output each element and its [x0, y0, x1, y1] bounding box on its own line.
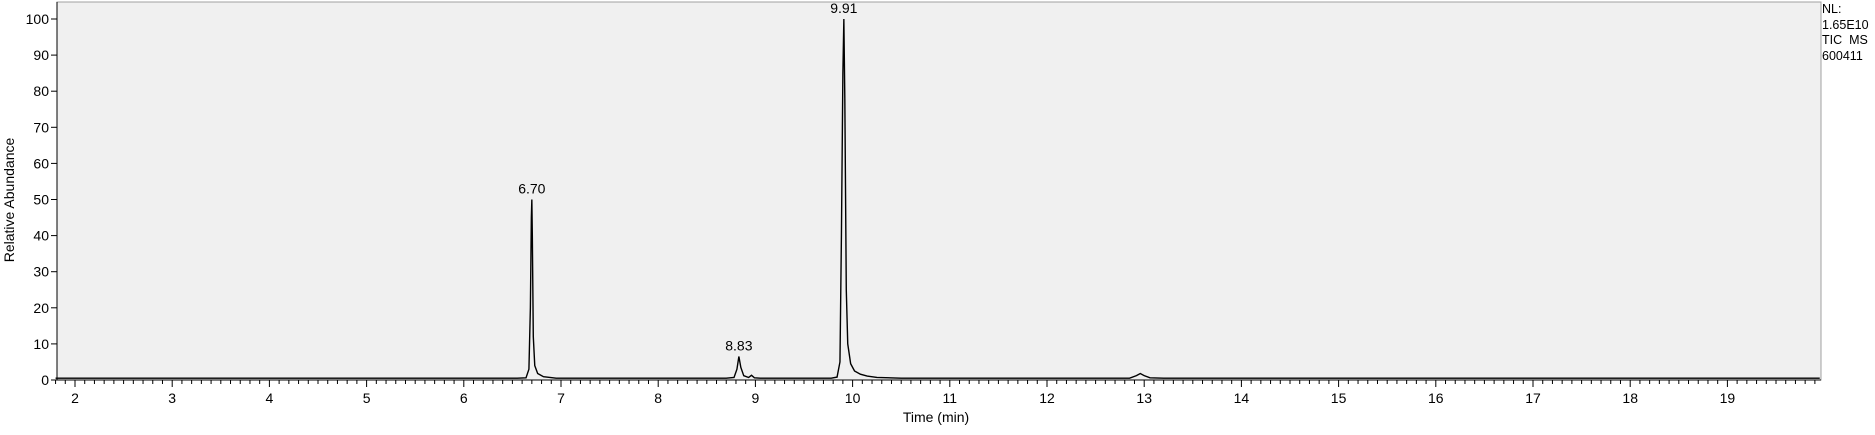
x-tick-label: 15 — [1331, 390, 1347, 406]
y-tick-label: 10 — [33, 336, 49, 352]
y-tick-label: 100 — [26, 11, 50, 27]
tic-trace — [55, 18, 1820, 379]
y-axis-ticks: 0 10 20 30 40 50 60 70 80 90 100 — [26, 2, 58, 388]
x-tick-label: 14 — [1234, 390, 1250, 406]
y-tick-label: 0 — [41, 372, 49, 388]
peak-label: 8.83 — [725, 338, 752, 354]
y-tick-label: 50 — [33, 192, 49, 208]
x-tick-label: 8 — [654, 390, 662, 406]
y-tick-label: 80 — [33, 83, 49, 99]
x-tick-label: 3 — [168, 390, 176, 406]
x-tick-label: 5 — [363, 390, 371, 406]
y-tick-label: 20 — [33, 300, 49, 316]
x-tick-label: 19 — [1720, 390, 1736, 406]
x-tick-label: 4 — [266, 390, 274, 406]
x-tick-label: 16 — [1428, 390, 1444, 406]
x-tick-label: 10 — [845, 390, 861, 406]
nl-value: 1.65E10 — [1822, 17, 1869, 32]
plot-area — [56, 1, 1822, 381]
peak-labels: 6.70 8.83 9.91 — [518, 0, 857, 354]
y-tick-label: 60 — [33, 155, 49, 171]
x-tick-label: 12 — [1039, 390, 1055, 406]
sample-id: 600411 — [1822, 48, 1863, 63]
x-tick-label: 11 — [943, 390, 958, 406]
x-tick-label: 9 — [752, 390, 760, 406]
x-tick-label: 2 — [71, 390, 79, 406]
x-axis-ticks: 2 3 4 5 6 7 8 9 10 11 12 13 14 15 16 17 18 19 — [55, 379, 1821, 406]
x-tick-label: 13 — [1136, 390, 1152, 406]
normalization-info: NL: 1.65E10 TIC MS 600411 — [1822, 2, 1869, 64]
x-tick-label: 17 — [1525, 390, 1541, 406]
peak-label: 6.70 — [518, 181, 545, 197]
nl-label: NL: — [1822, 2, 1842, 16]
x-tick-label: 7 — [557, 390, 565, 406]
y-axis-title: Relative Abundance — [1, 138, 17, 263]
y-tick-label: 40 — [33, 228, 49, 244]
peak-label: 9.91 — [830, 0, 857, 16]
x-axis-title: Time (min) — [903, 409, 969, 425]
y-tick-label: 70 — [33, 119, 49, 135]
trace-type: TIC MS — [1822, 33, 1868, 47]
x-tick-label: 6 — [460, 390, 468, 406]
y-tick-label: 30 — [33, 264, 49, 280]
y-tick-label: 90 — [33, 47, 49, 63]
x-tick-label: 18 — [1622, 390, 1638, 406]
